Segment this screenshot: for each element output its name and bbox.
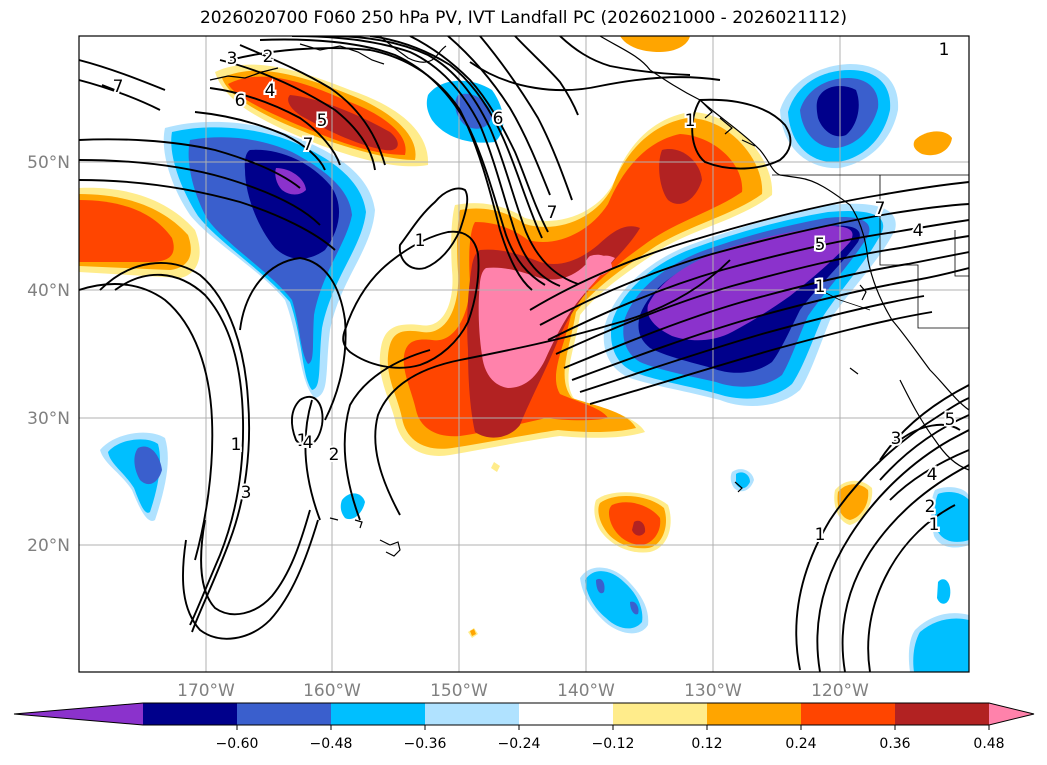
contour-label: 5 bbox=[815, 235, 826, 255]
lon-label: 150°W bbox=[430, 681, 488, 701]
colorbar-segment bbox=[801, 703, 896, 725]
colorbar-segment bbox=[707, 703, 802, 725]
contour-label: 2 bbox=[329, 445, 340, 465]
colorbar-extend-max bbox=[989, 703, 1034, 725]
contour-label: 1 bbox=[929, 515, 940, 535]
colorbar-segment bbox=[237, 703, 332, 725]
lat-label: 20°N bbox=[27, 536, 70, 556]
contour-label: 5 bbox=[317, 111, 328, 131]
contour-label: 7 bbox=[875, 199, 886, 219]
contour-label: 4 bbox=[265, 81, 276, 101]
map-title: 2026020700 F060 250 hPa PV, IVT Landfall… bbox=[199, 8, 847, 28]
contour-label: 7 bbox=[113, 77, 124, 97]
contour-label: 2 bbox=[925, 497, 936, 517]
map-frame bbox=[78, 35, 970, 673]
contour-label: 1 bbox=[815, 525, 826, 545]
coastlines bbox=[209, 36, 969, 557]
colorbar-tick-label: −0.60 bbox=[216, 736, 259, 752]
latitude-labels: 50°N 40°N 30°N 20°N bbox=[27, 153, 70, 556]
colorbar-segment bbox=[143, 703, 238, 725]
colorbar-segment bbox=[895, 703, 990, 725]
colorbar-segment bbox=[331, 703, 426, 725]
colorbar-tick-label: 0.36 bbox=[879, 736, 910, 752]
contour-label: 2 bbox=[263, 47, 274, 67]
colorbar-segment bbox=[519, 703, 614, 725]
colorbar-extend-min bbox=[14, 703, 143, 725]
lon-label: 130°W bbox=[684, 681, 742, 701]
colorbar-tick-label: −0.48 bbox=[310, 736, 353, 752]
contour-label: 3 bbox=[227, 49, 238, 69]
contour-label: 1 bbox=[815, 277, 826, 297]
colorbar-tick-label: −0.24 bbox=[498, 736, 541, 752]
contour-label: 1 bbox=[231, 435, 242, 455]
colorbar-segment bbox=[613, 703, 708, 725]
lon-label: 140°W bbox=[557, 681, 615, 701]
contour-lines bbox=[79, 36, 969, 672]
lon-label: 120°W bbox=[811, 681, 869, 701]
contour-label: 1 bbox=[297, 431, 308, 451]
lon-label: 170°W bbox=[177, 681, 235, 701]
colorbar-segment bbox=[425, 703, 520, 725]
contour-label: 1 bbox=[939, 40, 950, 60]
contour-label: 1 bbox=[415, 231, 426, 251]
colorbar-tick-label: −0.36 bbox=[404, 736, 447, 752]
contour-label: 6 bbox=[493, 109, 504, 129]
lat-label: 50°N bbox=[27, 153, 70, 173]
contour-label: 3 bbox=[241, 483, 252, 503]
contour-labels: 3 2 4 6 5 7 7 6 1 7 1 7 1 4 5 1 2 3 1 4 … bbox=[111, 38, 958, 547]
colorbar-tick-label: −0.12 bbox=[592, 736, 635, 752]
colorbar-tick-label: 0.48 bbox=[973, 736, 1004, 752]
contour-label: 1 bbox=[685, 111, 696, 131]
lat-label: 30°N bbox=[27, 409, 70, 429]
longitude-labels: 170°W 160°W 150°W 140°W 130°W 120°W bbox=[177, 681, 869, 701]
colorbar-tick-label: 0.12 bbox=[691, 736, 722, 752]
colorbar: −0.60 −0.48 −0.36 −0.24 −0.12 0.12 0.24 0.36 0.4… bbox=[13, 702, 1035, 752]
colorbar-tick-label: 0.24 bbox=[785, 736, 816, 752]
contour-label: 4 bbox=[913, 221, 924, 241]
lon-label: 160°W bbox=[303, 681, 361, 701]
lat-label: 40°N bbox=[27, 281, 70, 301]
contour-label: 5 bbox=[945, 410, 956, 430]
contour-label: 7 bbox=[303, 135, 314, 155]
contour-label: 4 bbox=[927, 465, 938, 485]
contour-label: 6 bbox=[235, 91, 246, 111]
map-panel: 3 2 4 6 5 7 7 6 1 7 1 7 1 4 5 1 2 3 1 4 … bbox=[79, 36, 969, 672]
contour-label: 4 bbox=[303, 433, 314, 453]
contour-label: 7 bbox=[547, 203, 558, 223]
contour-label: 3 bbox=[891, 429, 902, 449]
